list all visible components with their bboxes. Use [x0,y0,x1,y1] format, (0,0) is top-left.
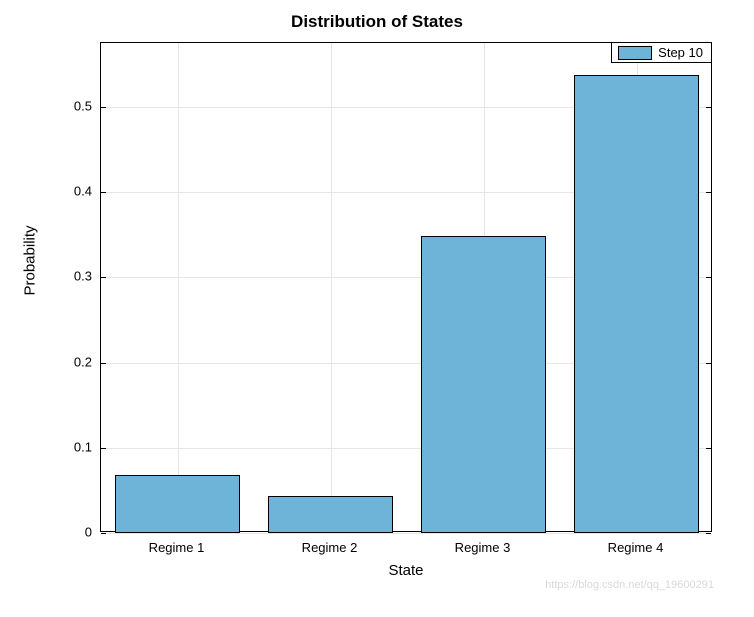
xtick-label: Regime 2 [302,540,358,555]
ytick-label: 0 [85,525,92,540]
ytick [101,277,106,278]
x-axis-label: State [100,562,712,579]
plot-area [100,42,712,532]
ytick-right [706,192,711,193]
xtick-label: Regime 3 [455,540,511,555]
bar [115,475,240,533]
ytick [101,192,106,193]
legend-label: Step 10 [658,45,703,60]
chart-title: Distribution of States [0,12,754,32]
watermark: https://blog.csdn.net/qq_19600291 [545,579,714,591]
legend-swatch [618,46,652,60]
ytick-label: 0.2 [74,354,92,369]
xtick-label: Regime 4 [608,540,664,555]
y-axis-label: Probability [22,276,39,296]
bar-chart: Distribution of States 0 0.1 0.2 0.3 0.4 0.5 Re… [0,0,754,617]
ytick [101,533,106,534]
ytick-right [706,363,711,364]
ytick-right [706,277,711,278]
ytick [101,363,106,364]
ytick-right [706,107,711,108]
ytick-label: 0.3 [74,269,92,284]
gridline-vertical [178,43,179,531]
ytick-label: 0.1 [74,439,92,454]
ytick-right [706,448,711,449]
xtick-label: Regime 1 [149,540,205,555]
gridline-horizontal [101,533,711,534]
ytick-label: 0.4 [74,184,92,199]
legend: Step 10 [611,42,712,63]
gridline-vertical [331,43,332,531]
bar [421,236,546,533]
ytick [101,448,106,449]
bar [574,75,699,533]
ytick-right [706,533,711,534]
ytick [101,107,106,108]
bar [268,496,393,533]
ytick-label: 0.5 [74,98,92,113]
